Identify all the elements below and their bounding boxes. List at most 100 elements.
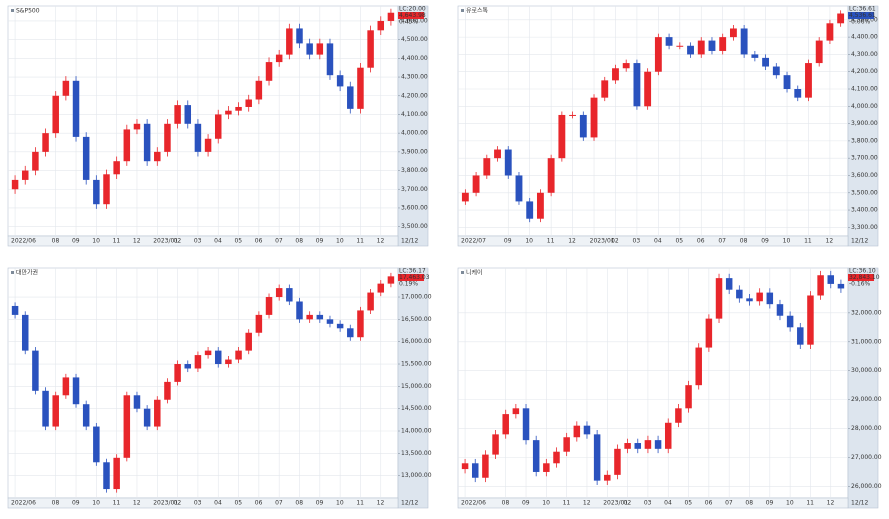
- x-tick-label: 04: [664, 500, 672, 507]
- candle-body: [174, 105, 181, 124]
- x-tick-label: 04: [214, 500, 222, 507]
- y-tick-label: 17,000.00: [401, 294, 432, 301]
- date-label: 12/12: [851, 500, 868, 507]
- x-tick-label: 2023/01: [603, 500, 628, 507]
- date-label: 12/12: [401, 238, 418, 245]
- change-label: 0.45%: [399, 19, 418, 26]
- y-tick-label: 3,700.00: [401, 186, 428, 193]
- candle-body: [766, 292, 774, 305]
- y-tick-label: 26,000.00: [851, 483, 882, 490]
- candle-body: [103, 462, 110, 490]
- x-tick-label: 03: [644, 500, 652, 507]
- candle-body: [827, 275, 835, 284]
- candle-body: [296, 28, 303, 44]
- x-tick-label: 2022/06: [11, 500, 36, 507]
- x-tick-label: 10: [783, 238, 791, 245]
- candle-body: [123, 129, 131, 162]
- candle-body: [604, 474, 611, 481]
- candle-body: [52, 395, 59, 427]
- candle-body: [805, 63, 812, 98]
- x-tick-label: 12: [133, 238, 141, 245]
- x-tick-label: 2023/01: [590, 238, 615, 245]
- candle-body: [563, 437, 570, 452]
- change-label: 0.19%: [399, 281, 418, 288]
- x-tick-label: 11: [356, 238, 364, 245]
- candle-body: [614, 448, 621, 475]
- candle-body: [553, 451, 560, 464]
- candle-body: [225, 110, 232, 115]
- candle-body: [133, 395, 141, 409]
- chart-title: 유로스톡: [466, 8, 489, 15]
- x-tick-label: 06: [705, 500, 713, 507]
- candle-body: [522, 408, 530, 441]
- x-tick-label: 05: [684, 500, 692, 507]
- y-tick-label: 15,000.00: [401, 383, 432, 390]
- candle-body: [512, 408, 520, 415]
- x-tick-label: 12: [377, 500, 385, 507]
- title-icon: [11, 9, 14, 12]
- y-tick-label: 4,000.00: [851, 103, 878, 110]
- y-tick-label: 4,300.00: [401, 74, 428, 81]
- candle-body: [286, 288, 293, 302]
- x-tick-label: 08: [52, 238, 60, 245]
- x-tick-label: 12: [133, 500, 141, 507]
- candle-body: [214, 114, 222, 139]
- candle-body: [697, 40, 705, 55]
- candle-body: [42, 390, 49, 427]
- y-tick-label: 4,200.00: [851, 68, 878, 75]
- candle-body: [483, 158, 491, 176]
- candle-body: [306, 314, 313, 320]
- x-tick-label: 04: [654, 238, 662, 245]
- candle-body: [601, 80, 609, 98]
- candle-body: [82, 404, 90, 427]
- x-tick-label: 2022/06: [11, 238, 36, 245]
- candle-body: [326, 43, 334, 76]
- candle-body: [558, 114, 566, 159]
- candle-body: [776, 304, 784, 316]
- y-tick-label: 15,500.00: [401, 361, 432, 368]
- candle-body: [184, 364, 192, 369]
- candle-body: [705, 318, 713, 348]
- candle-body: [715, 278, 723, 319]
- candle-body: [624, 443, 631, 449]
- chart-title: S&P500: [16, 8, 40, 15]
- y-tick-label: 3,500.00: [401, 223, 428, 230]
- x-tick-label: 12: [827, 500, 835, 507]
- x-tick-label: 09: [761, 238, 769, 245]
- x-tick-label: 09: [72, 238, 80, 245]
- x-tick-label: 06: [255, 500, 263, 507]
- x-tick-label: 05: [234, 500, 242, 507]
- candle-body: [367, 292, 374, 311]
- y-tick-label: 3,300.00: [851, 224, 878, 231]
- candle-body: [654, 440, 662, 449]
- x-tick-label: 08: [295, 500, 303, 507]
- x-tick-label: 10: [336, 500, 344, 507]
- title-icon: [461, 9, 464, 12]
- candle-body: [547, 158, 555, 193]
- x-tick-label: 08: [295, 238, 303, 245]
- candle-body: [336, 323, 344, 329]
- y-tick-label: 3,900.00: [401, 148, 428, 155]
- x-tick-label: 11: [804, 238, 812, 245]
- plot-area: [7, 5, 399, 237]
- candle-body: [11, 305, 19, 315]
- date-label: 12/12: [851, 238, 868, 245]
- candle-body: [123, 395, 131, 458]
- value-axis: [847, 5, 879, 247]
- date-label: 12/12: [401, 500, 418, 507]
- candle-body: [837, 13, 845, 24]
- title-icon: [461, 271, 464, 274]
- candle-body: [204, 138, 212, 152]
- candle-body: [194, 355, 202, 369]
- candle-body: [82, 136, 90, 180]
- y-tick-label: 4,200.00: [401, 92, 428, 99]
- price-tag: [848, 274, 874, 281]
- candle-body: [502, 414, 509, 435]
- candle-body: [746, 298, 753, 302]
- y-tick-label: 31,000.00: [851, 338, 882, 345]
- x-tick-label: 10: [336, 238, 344, 245]
- x-tick-label: 11: [356, 500, 364, 507]
- y-tick-label: 27,000.00: [851, 454, 882, 461]
- x-tick-label: 03: [194, 238, 202, 245]
- candle-body: [103, 174, 110, 205]
